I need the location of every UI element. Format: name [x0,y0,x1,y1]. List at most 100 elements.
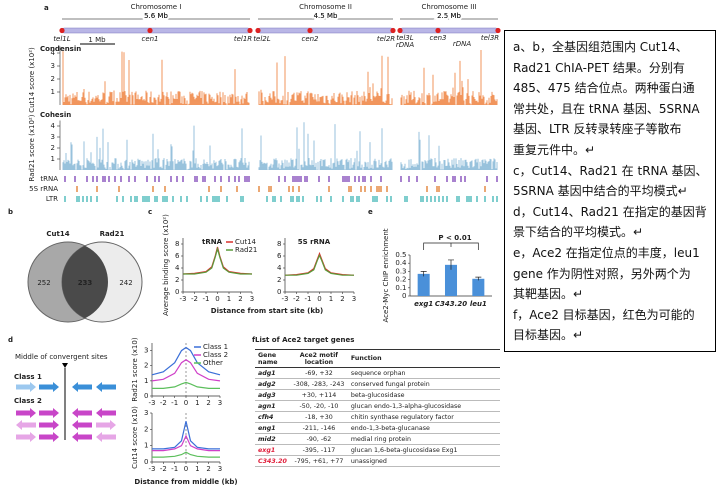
caption-line: 重复元件中。↵ [513,142,596,157]
table-cell: +30, +114 [289,389,348,401]
telomere [397,27,403,34]
chromosome-bar [257,27,394,34]
caption-line: d，Cut14、Rad21 在指定的基因背 [513,204,707,219]
y-tick-label: 0 [144,392,148,400]
table-cell: glucan endo-1,3-alpha-glucosidase [347,400,500,412]
x-tick-label: 2 [206,465,210,473]
legend-label: Class 2 [203,351,228,359]
gene-arrow [16,408,36,418]
series-line [151,358,221,382]
table-cell: -69, +32 [289,367,348,379]
x-tick-label: 2 [206,399,210,407]
centromere [307,27,313,34]
error-bar [420,271,427,277]
annotation: P < 0.01 [438,234,471,242]
x-tick-label: -2 [160,465,167,473]
landmark-label: tel2R [377,35,395,43]
y-tick-label: 0.5 [395,251,406,259]
chromosome-bar [399,27,499,34]
bar [444,264,458,296]
series-line [152,451,220,458]
chromosome-size: 4.5 Mb [314,12,338,20]
x-tick-label: 0 [317,295,321,303]
y-tick-label: 8 [175,240,179,248]
table-cell: mid2 [255,433,290,445]
tick-label: 1 [51,88,55,96]
y-tick-label: 2 [144,425,148,433]
bar [472,278,485,296]
series-line [152,421,220,450]
chromosome-size: 4.5 Mb [314,12,338,20]
track-title: Condensin [40,45,81,53]
gene-arrow [39,382,59,392]
legend-label: Class 1 [203,343,228,351]
table-cell: adg1 [255,367,290,379]
gene-arrow [96,382,116,392]
table-row: mid2 -90, -62 medial ring protein [255,433,500,445]
chromosome-bar [61,27,251,34]
chromosome-name: Chromosome III [422,3,477,11]
caption-line: 基因、LTR 反转录转座子等散布 [513,122,682,137]
venn-overlap [62,242,108,322]
gene-arrow [72,408,92,418]
panel-label: f [252,336,256,344]
legend-label: Cut14 [235,238,257,246]
table-cell: -395, -117 [289,444,348,456]
tick-label: 1 [51,155,55,163]
venn-set-label: Cut14 [46,230,69,238]
y-tick-label: 0.3 [395,267,406,275]
table-row: cfh4 -18, +30 chitin synthase regulatory f… [255,411,500,423]
caption-line: a、b，全基因组范围内 Cut14、 [513,40,688,54]
landmark-label: tel3L [396,34,413,42]
y-tick-label: 0 [144,458,148,466]
x-tick-label: leu1 [470,300,487,308]
feature-texture [64,176,498,182]
table-cell: chitin synthase regulatory factor [347,411,500,423]
gene-table: Gene name Ace2 motif location Function adg1… [255,349,500,467]
table-cell: exg1 [255,444,290,456]
gene-arrow [96,408,116,418]
x-tick-label: -3 [282,295,289,303]
legend-label: Other [203,359,223,367]
landmark-label: rDNA [396,41,415,49]
series-line [285,253,354,276]
y-tick-label: 0 [175,288,179,296]
y-tick-label: 3 [144,347,148,355]
telomere [495,27,501,34]
table-cell: adg2 [255,378,290,390]
feature-track-label: 5S rRNA [29,185,58,193]
table-cell: -90, -62 [289,433,348,445]
y-tick-label: 4 [277,264,282,272]
x-tick-label: -3 [180,295,187,303]
gene-arrow [16,382,36,392]
caption-line: 目标基因。↵ [513,328,584,343]
landmark-label: cen3 [429,34,446,42]
centromere [435,27,441,34]
x-tick-label: 1 [227,295,231,303]
y-axis-label: Rad21 score (x10) [131,337,139,401]
caption-line: Rad21 ChIA-PET 结果。分别有 [513,60,685,75]
telomere [59,27,65,34]
x-tick-label: C343.20 [435,300,467,308]
series-line [152,434,220,452]
gene-arrow [39,420,59,430]
landmark-label: cen2 [301,35,319,43]
gene-arrow [72,420,92,430]
panel-label: b [8,208,13,216]
chromosome-name: Chromosome II [299,3,352,11]
y-tick-label: 2 [144,362,148,370]
table-cell: agn1 [255,400,290,412]
y-axis-label: Cut14 score (x10) [131,406,139,469]
gene-arrow [16,420,36,430]
caption-line: 5SRNA 基因中结合的平均模式↵ [513,184,688,199]
x-tick-label: -3 [149,399,156,407]
y-tick-label: 0 [402,292,406,300]
chromosome-size: 2.5 Mb [437,12,461,20]
tick-label: 2 [51,144,55,152]
landmark-label: tel1R [234,35,252,43]
error-bar [448,259,454,270]
caption-box: a、b，全基因组范围内 Cut14、 Rad21 ChIA-PET 结果。分别有 4… [504,30,716,352]
table-cell: -18, +30 [289,411,348,423]
axis-label: Rad21 score (x10²) [28,114,36,181]
